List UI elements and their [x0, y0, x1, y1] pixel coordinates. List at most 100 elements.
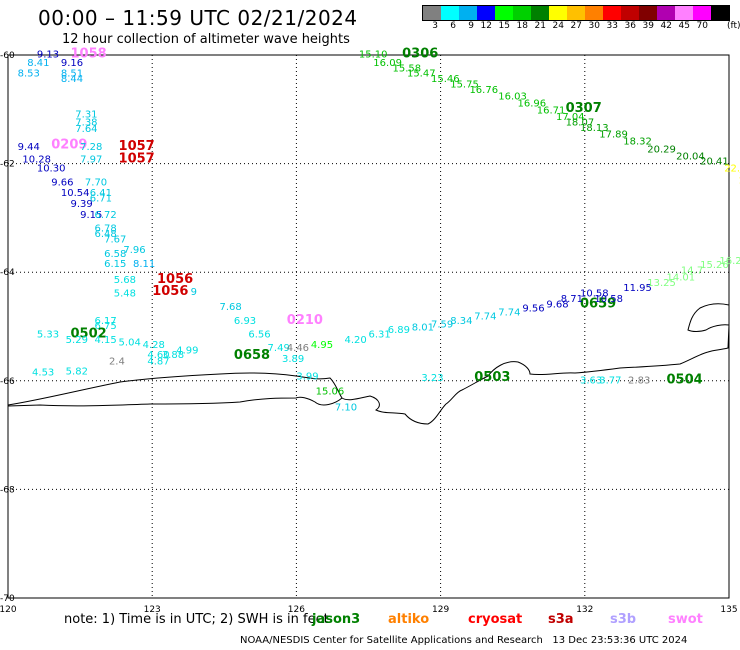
pass-time-label: 0306 [402, 47, 438, 62]
wave-height-value: 7.97 [80, 155, 102, 166]
legend-label: 27 [570, 21, 582, 31]
pass-time-label: 0210 [287, 313, 323, 328]
wave-height-value: 3.89 [282, 354, 304, 365]
legend-swatch [531, 6, 549, 20]
wave-height-value: 6.71 [90, 194, 112, 205]
wave-height-value: 15.06 [316, 386, 345, 397]
lat-tick-label: -70 [0, 594, 15, 604]
pass-time-label: 0659 [580, 296, 616, 311]
pass-time-label: 0503 [474, 370, 510, 385]
wave-height-value: 16.76 [469, 85, 498, 96]
wave-height-value: 7.28 [80, 142, 102, 153]
lat-tick-label: -62 [0, 160, 15, 170]
lon-tick-label: 135 [720, 605, 737, 615]
satellite-altiko: altiko [388, 612, 430, 627]
legend-label: 9 [468, 21, 474, 31]
wave-height-value: 4.95 [311, 340, 333, 351]
lat-tick-label: -60 [0, 51, 15, 61]
wave-height-value: 7.10 [335, 403, 357, 414]
wave-height-value: 8.44 [61, 74, 83, 85]
wave-height-value: 9.56 [522, 303, 544, 314]
wave-height-value: 7.38 [75, 118, 97, 129]
wave-height-value: 3.88 [162, 350, 184, 361]
wave-height-value: 6.72 [95, 210, 117, 221]
wave-height-value: 8.01 [412, 322, 434, 333]
antarctic-coastline [7, 303, 730, 425]
wave-height-value: 17.04 [556, 112, 585, 123]
wave-height-value: 15.75 [450, 80, 479, 91]
wave-height-value: 20.29 [647, 145, 676, 156]
legend-label: 18 [516, 21, 528, 31]
pass-time-label: 0504 [667, 373, 703, 388]
legend-label: 33 [606, 21, 618, 31]
wave-height-value: 4.15 [95, 335, 117, 346]
wave-height-value: 18.13 [580, 123, 609, 134]
wave-height-value: 20.41 [700, 157, 729, 168]
wave-height-value: 9.68 [546, 299, 568, 310]
lat-tick-label: -68 [0, 485, 15, 495]
legend-swatch [549, 6, 567, 20]
wave-height-value: 15.47 [407, 69, 436, 80]
wave-height-value: 16.03 [498, 92, 527, 103]
footnote: note: 1) Time is in UTC; 2) SWH is in fe… [64, 612, 329, 627]
pass-time-label: 1056 [157, 272, 193, 287]
wave-height-value: 4.60 [147, 350, 169, 361]
wave-height-value: 7.74 [474, 311, 496, 322]
legend-label: 12 [480, 21, 492, 31]
legend-swatch [423, 6, 441, 20]
legend-swatch [639, 6, 657, 20]
legend-label: 21 [534, 21, 546, 31]
wave-height-value: 8.11 [133, 259, 155, 270]
color-scale-labels: 3 6 9 12 15 18 21 24 27 30 33 36 39 42 45 70 [422, 21, 728, 31]
legend-swatch [657, 6, 675, 20]
wave-height-value: 15.26 [700, 260, 729, 271]
pass-time-label: 0307 [566, 101, 602, 116]
legend-swatch [567, 6, 585, 20]
wave-height-value: 9.44 [18, 142, 40, 153]
wave-height-value: 7.59 [431, 320, 453, 331]
satellite-s3a: s3a [548, 612, 574, 627]
wave-height-value: 16.96 [518, 99, 547, 110]
wave-height-value: 22.51 [724, 164, 740, 175]
legend-swatch [693, 6, 711, 20]
legend-swatch [495, 6, 513, 20]
pass-time-label: 1057 [119, 152, 155, 167]
legend-swatch [441, 6, 459, 20]
wave-height-value: 4.87 [147, 357, 169, 368]
lon-tick-label: 126 [288, 605, 305, 615]
wave-height-value: 10.58 [580, 289, 609, 300]
wave-height-value: 6.93 [234, 316, 256, 327]
pass-time-label: 1056 [152, 284, 188, 299]
satellite-jason3: jason3 [312, 612, 361, 627]
lon-tick-label: 120 [0, 605, 17, 615]
wave-height-value: 7.96 [123, 245, 145, 256]
wave-height-value: 9.16 [61, 58, 83, 69]
wave-height-value: 7.64 [75, 124, 97, 135]
wave-height-value: 7.70 [85, 177, 107, 188]
legend-label: 3 [432, 21, 438, 31]
legend-swatch [585, 6, 603, 20]
wave-height-value: 7.68 [219, 302, 241, 313]
wave-height-value: 8.41 [27, 58, 49, 69]
pass-time-label: 1058 [70, 47, 106, 62]
satellite-s3b: s3b [610, 612, 637, 627]
pass-time-label: 0502 [70, 326, 106, 341]
satellite-cryosat: cryosat [468, 612, 523, 627]
wave-height-value: 5.04 [119, 338, 141, 349]
page-subtitle: 12 hour collection of altimeter wave hei… [62, 32, 350, 47]
satellite-swot: swot [668, 612, 703, 627]
wave-height-value: 5.48 [114, 289, 136, 300]
legend-label: 39 [642, 21, 654, 31]
wave-height-value: 4.20 [344, 335, 366, 346]
lat-tick-label: -66 [0, 377, 15, 387]
wave-height-value: 9.66 [51, 177, 73, 188]
credit-line: NOAA/NESDIS Center for Satellite Applica… [240, 635, 688, 646]
wave-height-value: 20.04 [676, 151, 705, 162]
wave-height-value: 15.58 [393, 63, 422, 74]
wave-height-value: 6.48 [95, 229, 117, 240]
wave-height-value: 15.10 [359, 50, 388, 61]
wave-height-value: 7.49 [268, 343, 290, 354]
wave-height-value: 7.31 [75, 109, 97, 120]
wave-height-value: 9 [191, 287, 197, 298]
wave-height-value: 6.31 [369, 329, 391, 340]
